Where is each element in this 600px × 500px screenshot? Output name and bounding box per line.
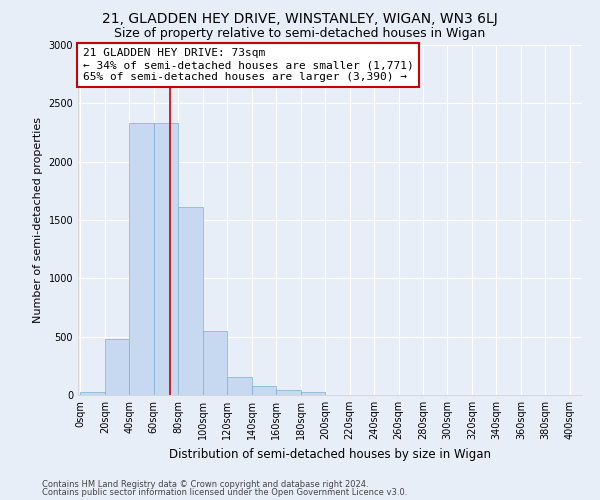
Bar (301, 392, 325, 395)
Y-axis label: Number of semi-detached properties: Number of semi-detached properties (33, 117, 43, 323)
Bar (276, 390, 301, 395)
Bar (178, 207, 203, 395)
Text: 21, GLADDEN HEY DRIVE, WINSTANLEY, WIGAN, WN3 6LJ: 21, GLADDEN HEY DRIVE, WINSTANLEY, WIGAN… (102, 12, 498, 26)
Bar (80, 392, 105, 395)
Text: 21 GLADDEN HEY DRIVE: 73sqm
← 34% of semi-detached houses are smaller (1,771)
65: 21 GLADDEN HEY DRIVE: 73sqm ← 34% of sem… (83, 48, 413, 82)
Bar (203, 331, 227, 395)
X-axis label: Distribution of semi-detached houses by size in Wigan: Distribution of semi-detached houses by … (169, 448, 491, 460)
Bar (130, 123, 154, 395)
Bar (154, 123, 178, 395)
Text: Contains public sector information licensed under the Open Government Licence v3: Contains public sector information licen… (42, 488, 407, 497)
Bar (252, 386, 276, 395)
Text: Size of property relative to semi-detached houses in Wigan: Size of property relative to semi-detach… (115, 28, 485, 40)
Bar (227, 377, 252, 395)
Bar (105, 339, 130, 395)
Text: Contains HM Land Registry data © Crown copyright and database right 2024.: Contains HM Land Registry data © Crown c… (42, 480, 368, 489)
